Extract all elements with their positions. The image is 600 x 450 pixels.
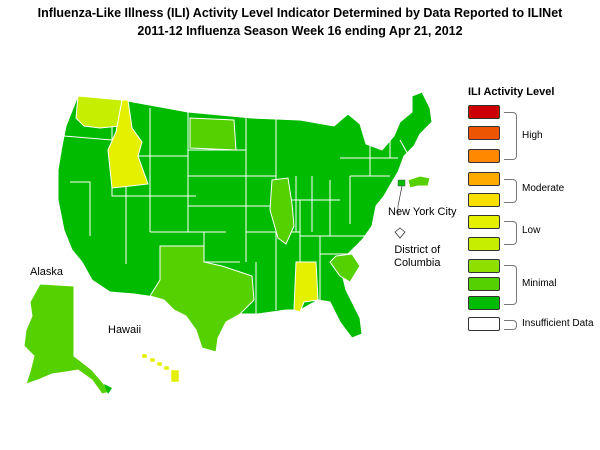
legend-brace-moderate bbox=[504, 179, 517, 203]
label-dc: District of Columbia bbox=[394, 244, 440, 270]
legend-brace-minimal bbox=[504, 265, 517, 305]
legend-label-moderate: Moderate bbox=[522, 183, 565, 194]
legend-swatch-2 bbox=[468, 126, 500, 140]
label-alaska: Alaska bbox=[30, 266, 64, 278]
legend-swatch-3 bbox=[468, 149, 500, 163]
state-idaho bbox=[107, 99, 149, 189]
nyc-leader bbox=[397, 185, 403, 207]
alaska-panhandle bbox=[104, 384, 112, 394]
legend-brace-insufficient bbox=[504, 320, 517, 330]
legend-label-minimal: Minimal bbox=[522, 278, 557, 289]
legend-swatch-1 bbox=[468, 105, 500, 119]
legend-brace-low bbox=[504, 221, 517, 245]
label-dc-line2: Columbia bbox=[394, 257, 441, 269]
legend-swatch-9 bbox=[468, 277, 500, 291]
map-title: Influenza-Like Illness (ILI) Activity Le… bbox=[37, 6, 563, 20]
dc-marker bbox=[394, 227, 406, 239]
map-subtitle: 2011-12 Influenza Season Week 16 ending … bbox=[137, 24, 463, 38]
label-hawaii: Hawaii bbox=[108, 324, 142, 336]
contiguous-us-shape bbox=[57, 91, 433, 353]
state-alaska bbox=[23, 283, 111, 395]
legend-title: ILI Activity Level bbox=[468, 86, 555, 98]
legend-swatch-11 bbox=[468, 317, 500, 331]
state-south-carolina bbox=[329, 253, 361, 283]
legend-label-high: High bbox=[522, 130, 543, 141]
legend-swatch-5 bbox=[468, 193, 500, 207]
label-dc-line1: District of bbox=[394, 244, 441, 256]
legend-brace-high bbox=[504, 112, 517, 160]
state-north-dakota bbox=[189, 117, 237, 151]
legend-swatch-8 bbox=[468, 259, 500, 273]
legend-label-insufficient: Insufficient Data bbox=[522, 318, 594, 329]
legend-swatch-6 bbox=[468, 215, 500, 229]
label-nyc: New York City bbox=[388, 206, 457, 218]
state-texas bbox=[149, 245, 255, 353]
legend-swatch-10 bbox=[468, 296, 500, 310]
state-hawaii bbox=[141, 353, 180, 383]
legend-swatch-4 bbox=[468, 172, 500, 186]
legend-swatch-7 bbox=[468, 237, 500, 251]
state-washington bbox=[75, 95, 123, 129]
state-illinois bbox=[269, 177, 295, 245]
legend-label-low: Low bbox=[522, 225, 541, 236]
state-alabama bbox=[293, 261, 319, 313]
nyc-marker bbox=[397, 179, 406, 187]
state-massachusetts bbox=[407, 175, 431, 189]
